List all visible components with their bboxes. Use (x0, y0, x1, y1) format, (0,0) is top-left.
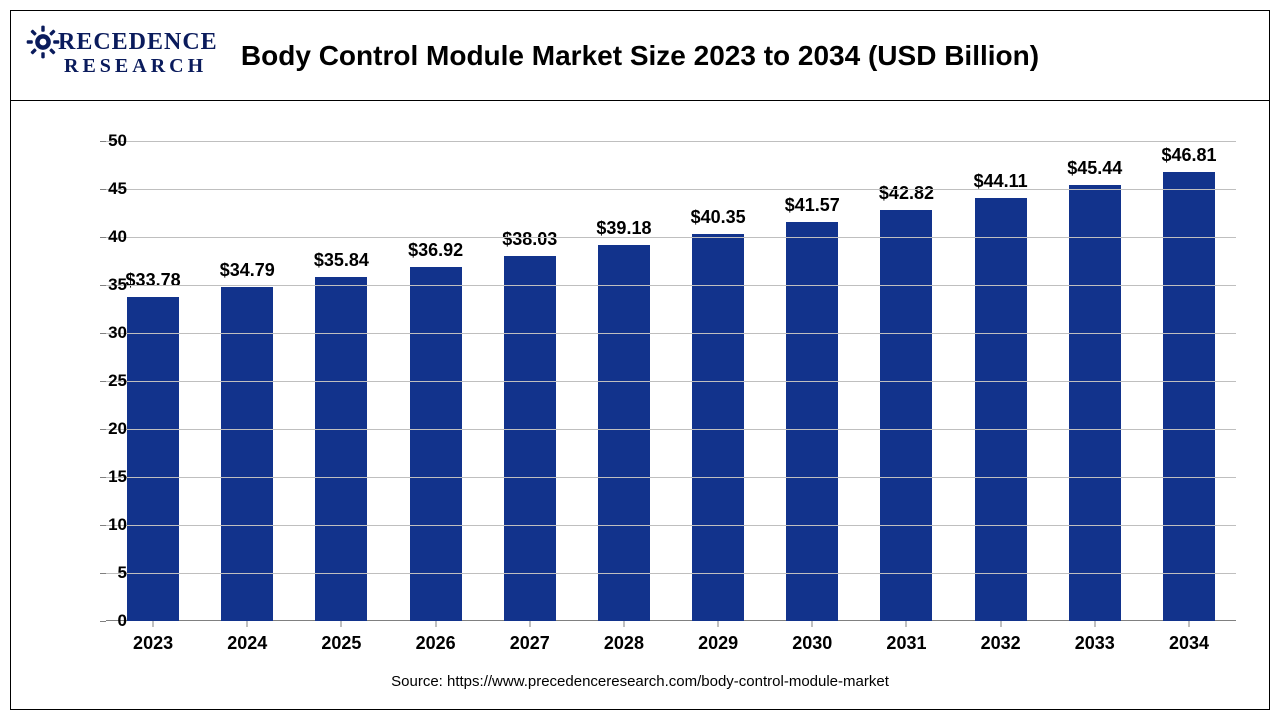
y-tick-label: 10 (77, 515, 127, 535)
y-tick-label: 15 (77, 467, 127, 487)
bar-value-label: $40.35 (691, 207, 746, 228)
y-tick-label: 35 (77, 275, 127, 295)
y-tick-label: 25 (77, 371, 127, 391)
x-tick-mark (1094, 621, 1095, 627)
x-tick-mark (812, 621, 813, 627)
grid-line (106, 189, 1236, 190)
x-tick-mark (718, 621, 719, 627)
x-tick-mark (906, 621, 907, 627)
grid-line (106, 381, 1236, 382)
y-tick-label: 45 (77, 179, 127, 199)
chart-title: Body Control Module Market Size 2023 to … (11, 11, 1269, 101)
x-category-label: 2024 (227, 633, 267, 654)
grid-line (106, 333, 1236, 334)
bar: $42.82 (880, 210, 932, 621)
bar: $36.92 (410, 267, 462, 621)
x-category-label: 2023 (133, 633, 173, 654)
grid-line (106, 285, 1236, 286)
bar-value-label: $38.03 (502, 229, 557, 250)
bar: $46.81 (1163, 172, 1215, 621)
bar: $45.44 (1069, 185, 1121, 621)
y-tick-label: 40 (77, 227, 127, 247)
bar: $39.18 (598, 245, 650, 621)
bar-value-label: $39.18 (596, 218, 651, 239)
chart-body: $33.782023$34.792024$35.842025$36.922026… (11, 101, 1269, 691)
x-tick-mark (623, 621, 624, 627)
x-category-label: 2026 (416, 633, 456, 654)
bar-value-label: $36.92 (408, 240, 463, 261)
grid-line (106, 429, 1236, 430)
bar: $40.35 (692, 234, 744, 621)
x-category-label: 2029 (698, 633, 738, 654)
y-tick-label: 20 (77, 419, 127, 439)
x-category-label: 2030 (792, 633, 832, 654)
x-category-label: 2033 (1075, 633, 1115, 654)
bar-value-label: $42.82 (879, 183, 934, 204)
bar: $38.03 (504, 256, 556, 621)
bar: $41.57 (786, 222, 838, 621)
bar: $44.11 (975, 198, 1027, 621)
bar-value-label: $46.81 (1161, 145, 1216, 166)
source-text: Source: https://www.precedenceresearch.c… (11, 673, 1269, 690)
y-tick-label: 5 (77, 563, 127, 583)
grid-line (106, 477, 1236, 478)
grid-line (106, 237, 1236, 238)
x-tick-mark (529, 621, 530, 627)
x-category-label: 2031 (886, 633, 926, 654)
x-tick-mark (435, 621, 436, 627)
y-tick-label: 30 (77, 323, 127, 343)
bar-value-label: $33.78 (126, 270, 181, 291)
x-tick-mark (1000, 621, 1001, 627)
bar-value-label: $45.44 (1067, 158, 1122, 179)
y-tick-label: 50 (77, 131, 127, 151)
header-band: RECEDENCE RESEARCH Body Control Module M… (11, 11, 1269, 101)
x-tick-mark (247, 621, 248, 627)
bar-value-label: $34.79 (220, 260, 275, 281)
x-category-label: 2025 (321, 633, 361, 654)
x-tick-mark (153, 621, 154, 627)
plot-area: $33.782023$34.792024$35.842025$36.922026… (106, 141, 1236, 621)
grid-line (106, 573, 1236, 574)
x-tick-mark (341, 621, 342, 627)
y-tick-label: 0 (77, 611, 127, 631)
x-category-label: 2034 (1169, 633, 1209, 654)
x-category-label: 2027 (510, 633, 550, 654)
grid-line (106, 141, 1236, 142)
chart-frame: RECEDENCE RESEARCH Body Control Module M… (10, 10, 1270, 710)
x-category-label: 2028 (604, 633, 644, 654)
x-tick-mark (1188, 621, 1189, 627)
x-category-label: 2032 (981, 633, 1021, 654)
bar-value-label: $41.57 (785, 195, 840, 216)
bar-value-label: $35.84 (314, 250, 369, 271)
bar: $34.79 (221, 287, 273, 621)
bar: $35.84 (315, 277, 367, 621)
grid-line (106, 525, 1236, 526)
